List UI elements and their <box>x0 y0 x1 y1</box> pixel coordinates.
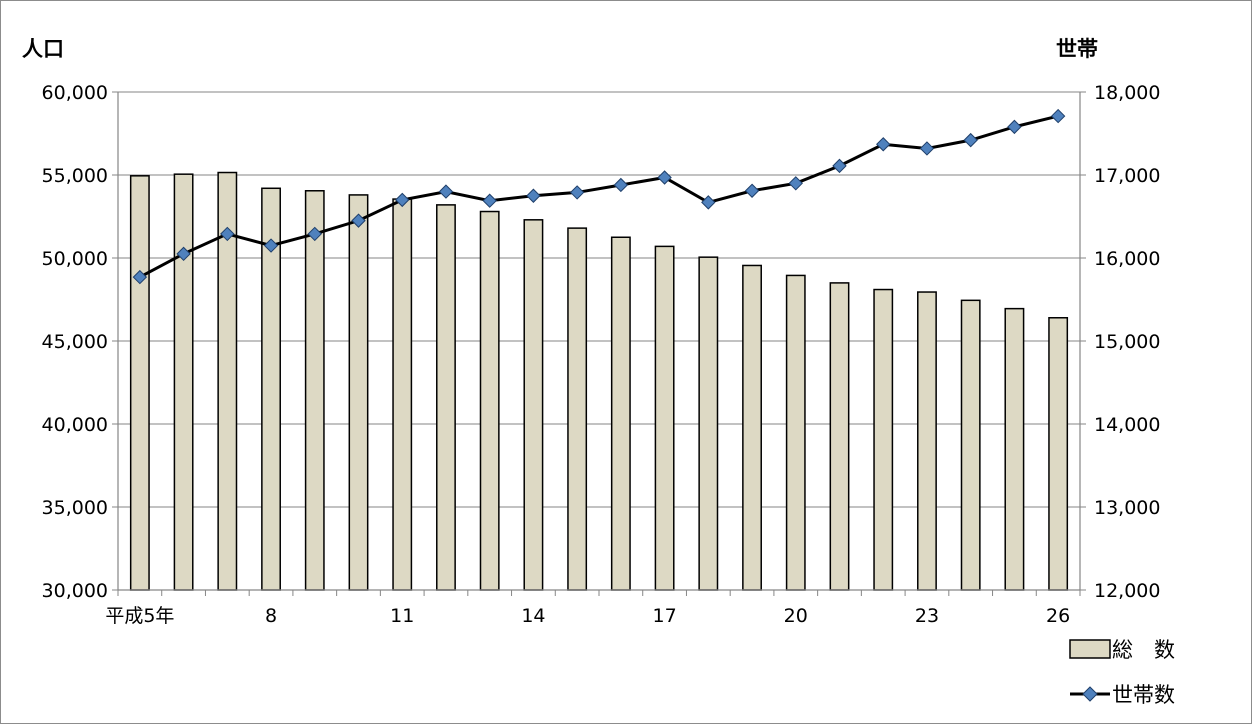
axes <box>112 91 1086 596</box>
line-series <box>132 108 1066 285</box>
left-tick-label: 60,000 <box>42 82 108 104</box>
bar <box>698 256 719 591</box>
left-tick-label: 50,000 <box>42 248 108 270</box>
x-tick-label: 11 <box>390 605 414 627</box>
x-tick-label: 14 <box>521 605 545 627</box>
line-point-marker <box>876 137 891 152</box>
line-point-marker <box>832 158 847 174</box>
bar <box>610 236 631 591</box>
bar <box>129 175 150 591</box>
legend: 総 数 世帯数 <box>1069 638 1175 707</box>
right-axis-title: 世帯 <box>1056 37 1098 61</box>
line-point-marker <box>395 192 410 208</box>
x-tick-label: 17 <box>652 605 676 627</box>
line-point-marker <box>1050 108 1066 124</box>
bar-series <box>129 171 1069 591</box>
line-point-marker <box>701 195 716 210</box>
bar <box>829 282 850 591</box>
x-tick-label: 8 <box>265 605 277 627</box>
line-point-marker <box>788 176 803 191</box>
bar <box>479 210 500 591</box>
line-point-marker <box>613 177 629 193</box>
line-point-marker <box>438 184 454 199</box>
bar <box>873 288 894 591</box>
bar <box>785 274 806 591</box>
line-point-marker <box>482 193 497 208</box>
x-axis-tick-labels: 平成5年 8 11 14 17 20 23 26 <box>105 605 1070 627</box>
left-tick-label: 35,000 <box>42 497 108 519</box>
legend-diamond-marker-icon <box>1082 686 1098 702</box>
line-point-marker <box>919 141 935 156</box>
line-point-marker <box>263 238 279 253</box>
line-point-marker <box>526 188 541 203</box>
legend-line-label: 世帯数 <box>1112 683 1175 707</box>
legend-bar-label: 総 数 <box>1112 638 1175 662</box>
left-tick-label: 45,000 <box>42 331 108 353</box>
bar <box>742 264 762 591</box>
x-tick-label: 23 <box>915 605 939 627</box>
right-tick-label: 12,000 <box>1094 580 1160 602</box>
line-point-marker <box>569 185 585 200</box>
right-tick-label: 17,000 <box>1094 165 1160 187</box>
bar <box>523 219 544 591</box>
bar <box>436 204 456 591</box>
line-point-marker <box>132 269 148 285</box>
bar <box>173 173 194 591</box>
bar <box>392 198 413 591</box>
bar <box>654 245 675 591</box>
bar <box>1048 317 1069 591</box>
right-tick-label: 18,000 <box>1094 82 1160 104</box>
right-tick-label: 15,000 <box>1094 331 1160 353</box>
line-point-marker <box>744 183 760 198</box>
line-point-marker <box>351 213 366 228</box>
left-tick-label: 55,000 <box>42 165 108 187</box>
bar <box>348 194 369 591</box>
x-tick-label: 20 <box>784 605 808 627</box>
bar <box>567 227 588 591</box>
line-point-marker <box>176 246 191 262</box>
x-tick-label: 26 <box>1046 605 1070 627</box>
left-axis-title: 人口 <box>22 37 64 61</box>
bar <box>304 190 325 591</box>
legend-bar-swatch <box>1069 639 1111 659</box>
right-axis-tick-labels: 12,000 13,000 14,000 15,000 16,000 17,000 18,0… <box>1094 82 1160 602</box>
left-tick-label: 30,000 <box>42 580 108 602</box>
bar <box>1004 307 1025 591</box>
bar <box>960 299 981 591</box>
bar <box>917 291 937 591</box>
x-tick-label: 平成5年 <box>105 605 174 627</box>
line-point-marker <box>1007 119 1022 135</box>
line-point-marker <box>657 170 672 185</box>
line-point-marker <box>307 226 322 242</box>
right-tick-label: 16,000 <box>1094 248 1160 270</box>
right-tick-label: 13,000 <box>1094 497 1160 519</box>
households-line <box>139 114 1059 279</box>
line-point-marker <box>220 226 235 242</box>
right-tick-label: 14,000 <box>1094 414 1160 436</box>
left-tick-label: 40,000 <box>42 414 108 436</box>
left-axis-tick-labels: 30,000 35,000 40,000 45,000 50,000 55,000 60,0… <box>42 82 108 602</box>
line-point-marker <box>963 132 978 148</box>
